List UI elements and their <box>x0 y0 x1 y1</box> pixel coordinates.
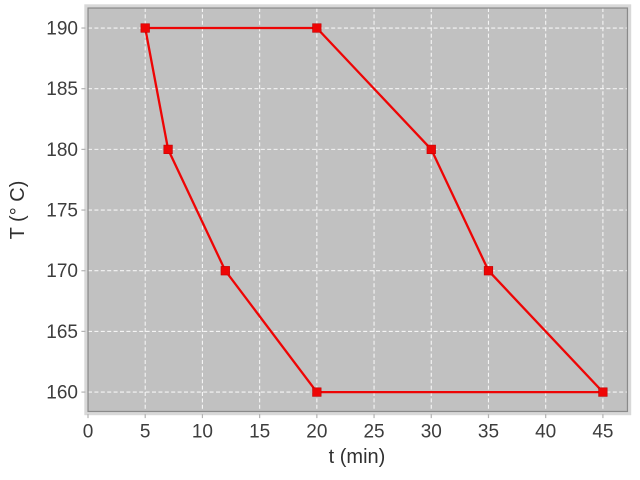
data-point-marker <box>163 144 173 154</box>
y-tick-label: 175 <box>46 201 78 222</box>
x-tick-label: 5 <box>140 422 151 443</box>
y-tick-label: 170 <box>46 261 78 282</box>
y-axis-title: T (° C) <box>7 181 29 240</box>
plot-border <box>87 7 629 413</box>
data-point-marker <box>598 387 608 397</box>
x-tick-label: 40 <box>535 422 556 443</box>
data-point-marker <box>426 144 436 154</box>
x-tick-label: 45 <box>592 422 613 443</box>
plot-bevel <box>84 4 632 416</box>
x-tick-label: 10 <box>192 422 213 443</box>
y-tick-label: 160 <box>46 383 78 404</box>
y-tick-label: 190 <box>46 19 78 40</box>
data-point-marker <box>483 266 494 276</box>
x-tick-label: 25 <box>363 422 384 443</box>
data-point-marker <box>312 387 322 397</box>
x-tick-label: 35 <box>478 422 499 443</box>
data-point-marker <box>140 23 150 33</box>
x-tick-label: 30 <box>421 422 442 443</box>
x-axis-title: t (min) <box>329 446 386 468</box>
x-tick-label: 20 <box>306 422 327 443</box>
data-point-marker <box>312 23 322 33</box>
x-tick-label: 0 <box>83 422 94 443</box>
y-tick-label: 180 <box>46 140 78 161</box>
data-point-marker <box>220 266 230 276</box>
y-tick-label: 185 <box>46 79 78 100</box>
x-tick-label: 15 <box>249 422 270 443</box>
y-tick-label: 165 <box>46 322 78 343</box>
